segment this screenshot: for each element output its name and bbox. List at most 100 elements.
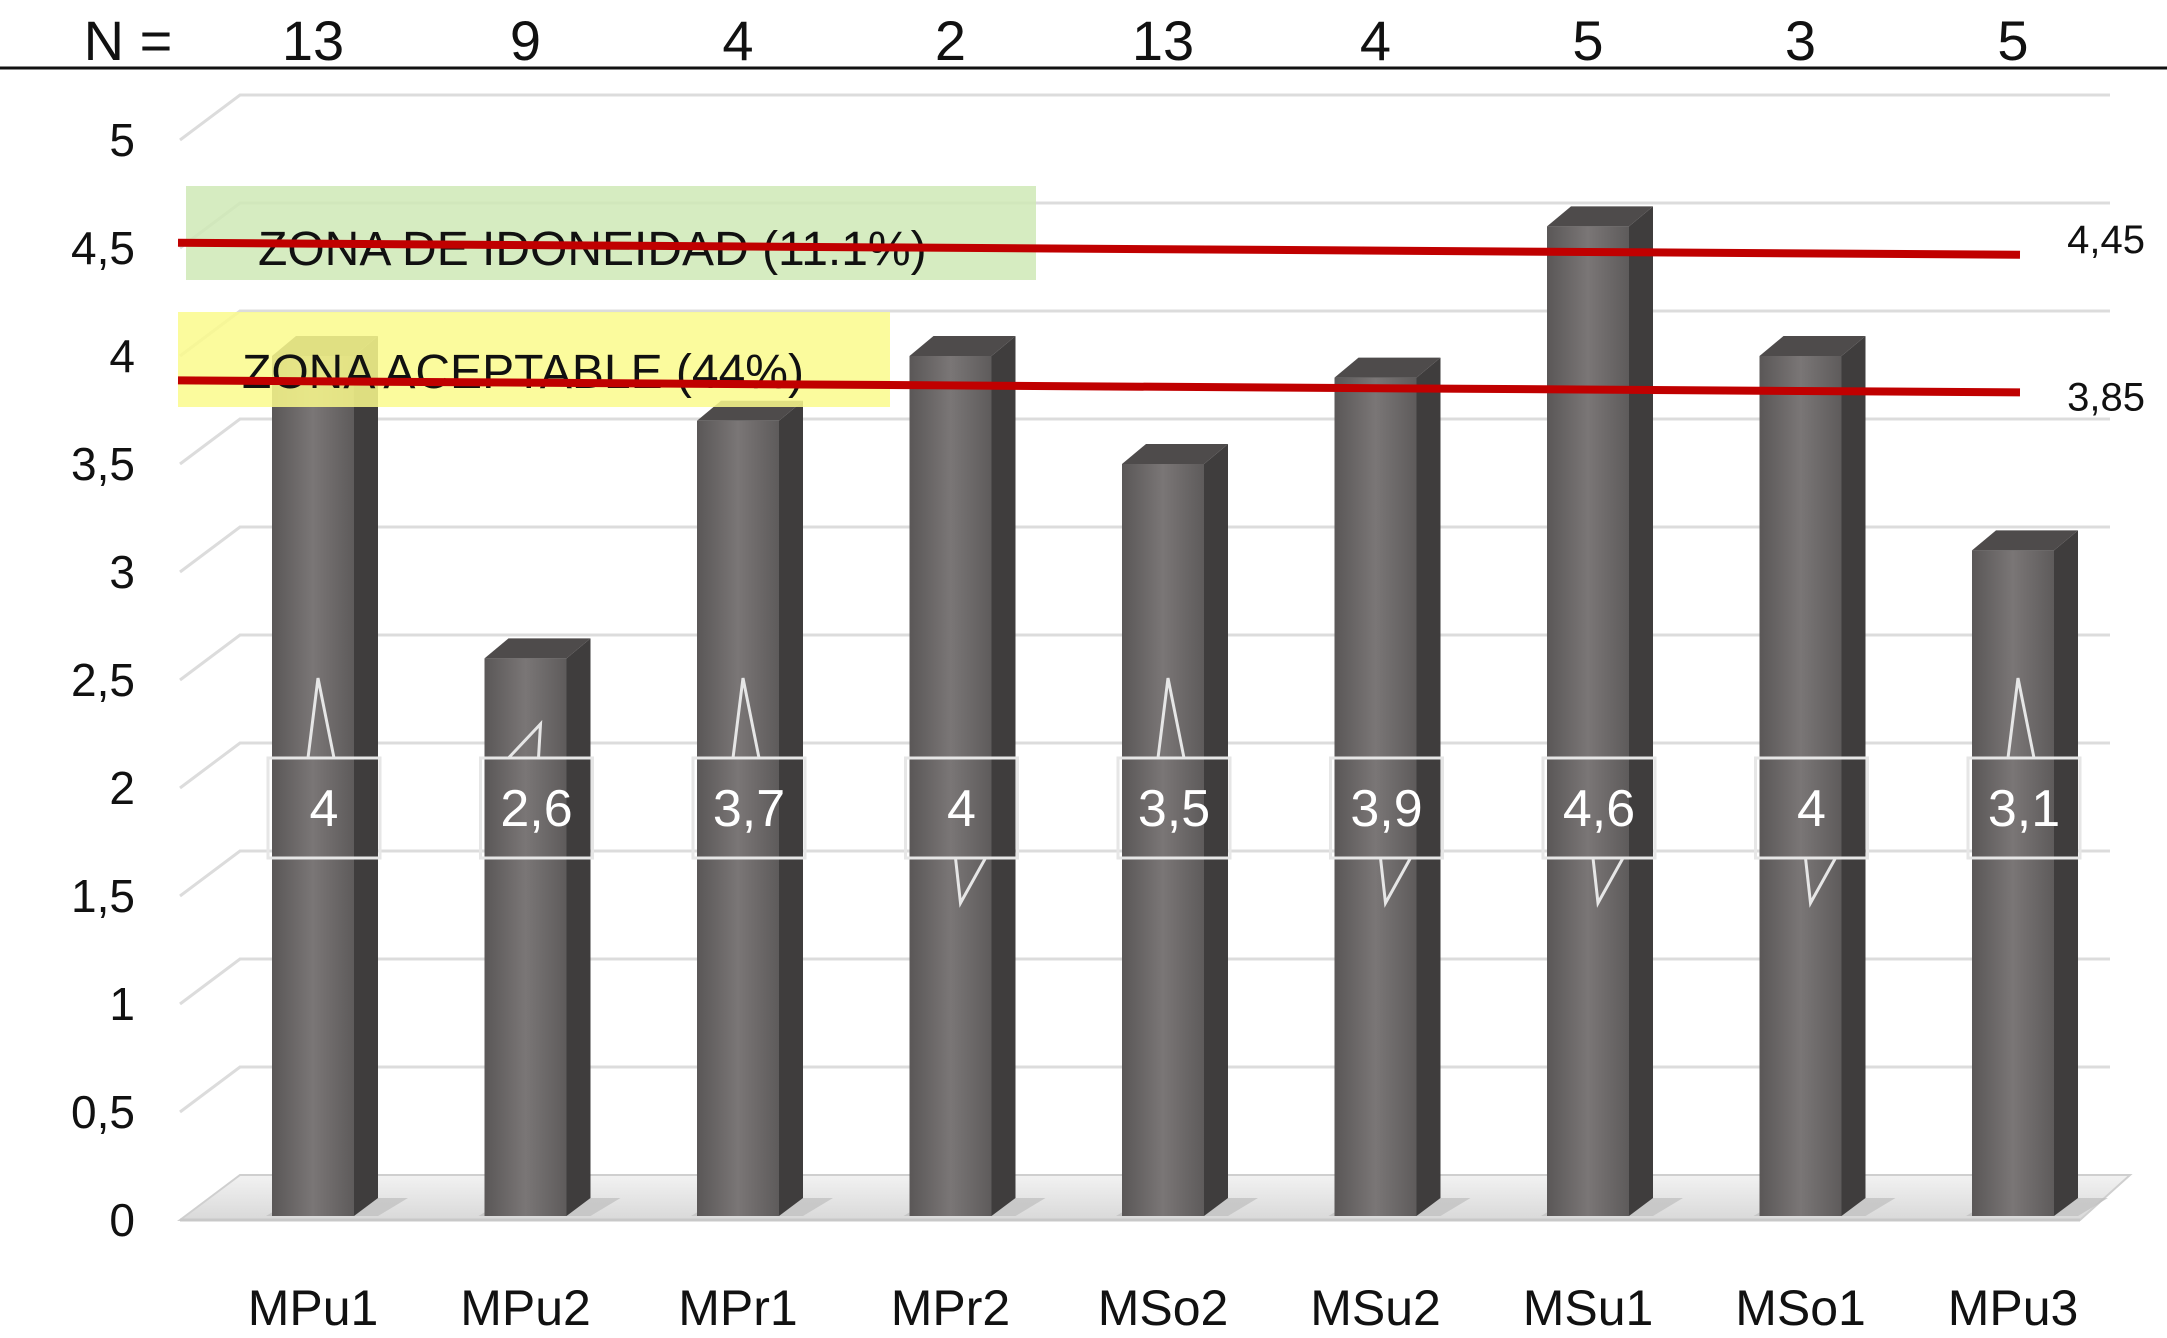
n-value: 4 [1360, 9, 1391, 72]
callout-box [904, 756, 1019, 860]
bar-top [1547, 206, 1653, 227]
data-label-callout: 3,1 [1966, 677, 2082, 860]
y-tick-label: 4 [109, 330, 135, 382]
data-label-callout: 3,9 [1329, 756, 1444, 908]
data-label: 3,1 [1988, 780, 2060, 838]
reference-line-label: 3,85 [2067, 375, 2145, 419]
x-tick-label: MSo1 [1735, 1280, 1866, 1336]
gridline [179, 957, 2110, 1006]
reference-line [177, 376, 2021, 397]
callout-pointer [2006, 677, 2036, 759]
bar-MSu1 [1541, 206, 1683, 1216]
bar [272, 356, 354, 1216]
bar-top [484, 638, 591, 659]
axis-labels: 0 0,5 1 1,5 2 2,5 3 3,5 4 4,5 5 MPu1 MPu2 MPr1 MPr2 MSo… [71, 114, 2078, 1336]
y-tick-label: 2 [109, 762, 135, 814]
gridline [179, 93, 2110, 142]
gridline [179, 741, 2110, 790]
bar-top [909, 336, 1016, 356]
n-row-label: N = [84, 9, 173, 72]
callout-pointer [306, 677, 336, 759]
callout-pointer [1804, 857, 1837, 908]
callout-box [1754, 756, 1869, 860]
bar-MPu2 [478, 638, 621, 1216]
bars [266, 206, 2108, 1217]
data-label-callout: 4 [904, 756, 1019, 908]
bar [1972, 550, 2054, 1216]
n-row: N = 13 9 4 2 13 4 5 3 5 [0, 9, 2167, 72]
callout-pointer [1156, 677, 1186, 759]
bar-side [1204, 444, 1228, 1216]
bar-MSo2 [1116, 444, 1258, 1216]
n-value: 3 [1785, 9, 1816, 72]
bar-top [1972, 530, 2078, 551]
n-value: 13 [1132, 9, 1194, 72]
x-tick-label: MPr1 [678, 1280, 797, 1336]
y-tick-label: 1,5 [71, 870, 135, 922]
callout-box [266, 756, 382, 860]
gridline [179, 525, 2110, 574]
y-tick-label: 3,5 [71, 438, 135, 490]
bar-side [1416, 357, 1441, 1217]
x-tick-label: MSu1 [1523, 1280, 1654, 1336]
bar-MPu3 [1966, 530, 2108, 1216]
gridline [179, 1065, 2110, 1114]
data-label: 4 [310, 780, 339, 838]
reference-line [177, 238, 2021, 259]
data-label-callout: 4 [1754, 756, 1869, 908]
x-tick-label: MPr2 [891, 1280, 1010, 1336]
callout-box [1966, 756, 2082, 860]
bar [909, 356, 992, 1216]
n-value: 4 [722, 9, 753, 72]
bar [1122, 464, 1204, 1216]
n-value: 5 [1997, 9, 2028, 72]
gridline [179, 417, 2110, 466]
callout-pointer [1591, 857, 1625, 908]
data-label-callout: 4 [266, 677, 382, 860]
bar-MSo1 [1753, 336, 1896, 1216]
callout-box [1541, 756, 1657, 860]
y-tick-label: 3 [109, 546, 135, 598]
gridline [179, 633, 2110, 682]
y-tick-label: 0 [109, 1194, 135, 1246]
zone-band [186, 186, 1036, 280]
callout-box [1329, 756, 1444, 860]
zones: ZONA DE IDONEIDAD (11.1%)ZONA ACEPTABLE … [178, 186, 1036, 407]
bar-top [1122, 444, 1228, 464]
bar [697, 420, 779, 1216]
y-tick-label: 2,5 [71, 654, 135, 706]
n-value: 2 [935, 9, 966, 72]
gridline [179, 849, 2110, 898]
x-tick-label: MPu1 [248, 1280, 379, 1336]
bar-MSu2 [1328, 357, 1471, 1217]
zone-band [178, 312, 890, 407]
x-tick-label: MPu3 [1948, 1280, 2079, 1336]
bar-top [1334, 357, 1441, 378]
reference-lines: 4,45 3,85 [177, 218, 2145, 419]
bar-side [1841, 336, 1866, 1216]
n-value: 9 [510, 9, 541, 72]
data-label: 3,5 [1138, 780, 1210, 838]
callout-pointer [507, 719, 543, 760]
y-tick-label: 5 [109, 114, 135, 166]
x-tick-label: MSo2 [1098, 1280, 1229, 1336]
bar-MPr2 [903, 336, 1046, 1216]
bar [484, 658, 567, 1216]
zone-label: ZONA ACEPTABLE (44%) [242, 346, 804, 399]
callout-pointer [954, 857, 987, 908]
data-label-callout: 3,7 [691, 677, 807, 860]
callout-pointer [731, 677, 761, 759]
data-label: 4 [1797, 780, 1826, 838]
data-label-callout: 2,6 [479, 719, 594, 860]
callout-box [1116, 756, 1232, 860]
bar-top [1759, 336, 1866, 356]
bar [1547, 226, 1629, 1216]
x-tick-label: MSu2 [1310, 1280, 1441, 1336]
y-tick-label: 1 [109, 978, 135, 1030]
bar [1334, 377, 1417, 1217]
y-tick-label: 0,5 [71, 1086, 135, 1138]
data-label: 3,9 [1350, 780, 1422, 838]
data-label: 2,6 [500, 780, 572, 838]
data-label: 3,7 [713, 780, 785, 838]
